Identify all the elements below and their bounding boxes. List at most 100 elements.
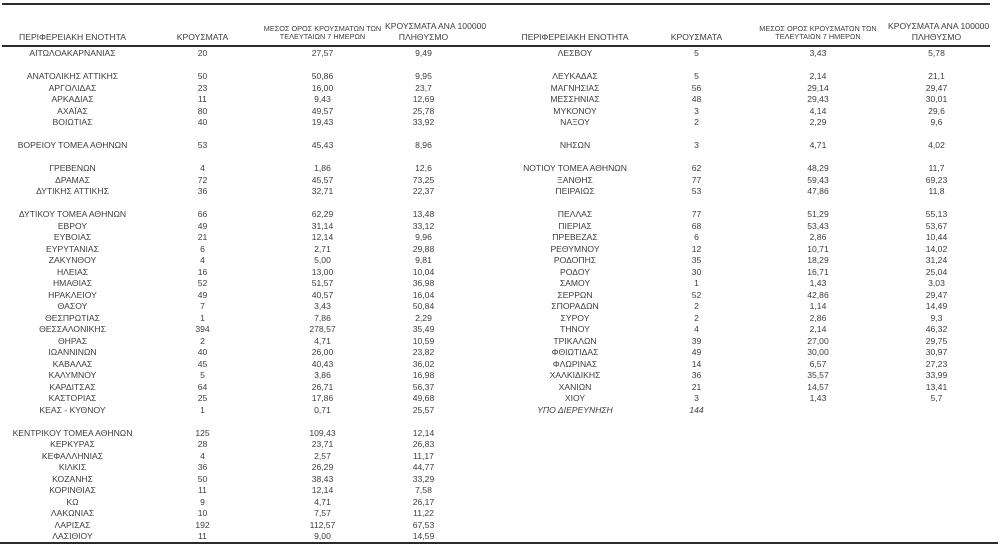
per100k-cell: 30,01: [925, 94, 948, 104]
table-row: ΘΑΣΟΥ 7 3,43 50,84: [0, 301, 462, 313]
spacer-row: [0, 198, 462, 210]
per100k-cell: 35,49: [412, 324, 435, 334]
region-name-cell: ΜΕΣΣΗΝΙΑΣ: [550, 94, 600, 104]
region-name-cell: ΚΑΛΥΜΝΟΥ: [48, 370, 97, 380]
per100k-cell: 13,48: [412, 209, 435, 219]
table-row: ΔΡΑΜΑΣ 72 45,57 73,25: [0, 175, 462, 187]
avg7-cell: 2,29: [809, 117, 827, 127]
cases-cell: 35: [691, 255, 702, 265]
spacer-row: [505, 129, 985, 141]
spacer-row: [505, 60, 985, 72]
cases-cell: 80: [197, 105, 208, 116]
region-name-cell: ΛΕΥΚΑΔΑΣ: [552, 71, 598, 81]
avg7-cell: 3,86: [314, 370, 331, 380]
avg7-cell: 19,43: [311, 117, 334, 127]
region-name-cell: ΡΟΔΟΠΗΣ: [553, 255, 597, 265]
avg7-cell: 40,43: [311, 358, 334, 369]
table-row: ΘΗΡΑΣ 2 4,71 10,59: [0, 336, 462, 348]
per100k-cell: 9,81: [415, 255, 432, 265]
region-name-cell: ΘΕΣΠΡΩΤΙΑΣ: [45, 312, 100, 323]
region-name-cell: [0, 129, 145, 141]
region-name-cell: ΛΑΚΩΝΙΑΣ: [50, 508, 95, 518]
region-name-cell: ΔΥΤΙΚΟΥ ΤΟΜΕΑ ΑΘΗΝΩΝ: [18, 209, 127, 219]
per100k-cell: 25,57: [412, 404, 435, 415]
region-name-cell: ΛΑΣΙΘΙΟΥ: [52, 531, 93, 541]
cases-cell: 9: [200, 496, 205, 507]
region-name-cell: ΜΥΚΟΝΟΥ: [553, 105, 597, 116]
region-name-cell: [0, 416, 145, 428]
table-row: ΜΑΓΝΗΣΙΑΣ 56 29,14 29,47: [505, 83, 985, 95]
cases-cell: 144: [689, 404, 704, 415]
table-row: ΧΑΛΚΙΔΙΚΗΣ 36 35,57 33,99: [505, 370, 985, 382]
table-row: ΑΡΚΑΔΙΑΣ 11 9,43 12,69: [0, 94, 462, 106]
avg7-cell: 4,71: [314, 496, 331, 507]
table-row: ΡΕΘΥΜΝΟΥ 12 10,71 14,02: [505, 244, 985, 256]
cases-cell: [145, 60, 260, 72]
column-header-region: ΠΕΡΙΦΕΡΕΙΑΚΗ ΕΝΟΤΗΤΑ: [521, 31, 629, 42]
avg7-cell: 5,00: [314, 255, 331, 265]
cases-cell: 23: [197, 82, 208, 93]
region-name-cell: ΛΕΣΒΟΥ: [557, 48, 593, 58]
region-name-cell: ΓΡΕΒΕΝΩΝ: [49, 163, 96, 173]
table-row: ΚΩ 9 4,71 26,17: [0, 497, 462, 509]
top-border-line: [2, 3, 990, 5]
per100k-cell: 33,12: [412, 220, 435, 231]
region-name-cell: ΤΗΝΟΥ: [560, 324, 590, 334]
region-name-cell: ΘΗΡΑΣ: [57, 335, 88, 346]
table-row: ΜΥΚΟΝΟΥ 3 4,14 29,6: [505, 106, 985, 118]
table-row: ΣΕΡΡΩΝ 52 42,86 29,47: [505, 290, 985, 302]
table-row: ΗΡΑΚΛΕΙΟΥ 49 40,57 16,04: [0, 290, 462, 302]
table-row: ΠΕΙΡΑΙΩΣ 53 47,86 11,8: [505, 186, 985, 198]
avg7-cell: 35,57: [807, 370, 829, 380]
region-name-cell: ΘΑΣΟΥ: [57, 301, 88, 311]
region-name-cell: ΚΕΦΑΛΛΗΝΙΑΣ: [41, 450, 104, 461]
avg7-cell: 17,86: [311, 393, 334, 403]
table-row: ΑΙΤΩΛΟΑΚΑΡΝΑΝΙΑΣ 20 27,57 9,49: [0, 48, 462, 60]
table-row: ΖΑΚΥΝΘΟΥ 4 5,00 9,81: [0, 255, 462, 267]
cases-cell: 4: [200, 450, 205, 461]
cases-cell: 62: [691, 163, 702, 173]
avg7-cell: 14,57: [807, 381, 829, 392]
cases-cell: 21: [691, 381, 702, 392]
per100k-cell: 49,68: [412, 393, 435, 403]
avg7-cell: [748, 152, 888, 164]
cases-cell: 14: [691, 358, 702, 369]
table-row: ΡΟΔΟΥ 30 16,71 25,04: [505, 267, 985, 279]
per100k-cell: 5,7: [930, 393, 943, 403]
avg7-cell: 26,29: [311, 462, 334, 472]
avg7-cell: 9,00: [314, 531, 331, 541]
cases-cell: [145, 416, 260, 428]
per100k-cell: 2,29: [415, 312, 432, 323]
avg7-cell: 12,14: [311, 232, 334, 242]
per100k-cell: 9,3: [930, 312, 943, 323]
region-name-cell: ΕΥΒΟΙΑΣ: [53, 232, 92, 242]
avg7-cell: 42,86: [807, 289, 829, 300]
per100k-cell: 5,78: [928, 48, 945, 58]
cases-cell: 5: [694, 71, 699, 81]
per100k-cell: [888, 129, 985, 141]
column-header-per100k: ΚΡΟΥΣΜΑΤΑ ΑΝΑ 100000 ΠΛΗΘΥΣΜΟ: [888, 21, 989, 42]
region-name-cell: ΚΑΣΤΟΡΙΑΣ: [48, 393, 97, 403]
per100k-cell: 14,02: [925, 243, 948, 254]
per100k-cell: 10,59: [412, 335, 435, 346]
cases-cell: 36: [691, 370, 702, 380]
avg7-cell: 2,86: [809, 232, 827, 242]
avg7-cell: 2,71: [314, 243, 331, 254]
per100k-cell: 30,97: [925, 347, 948, 357]
region-name-cell: ΔΥΤΙΚΗΣ ΑΤΤΙΚΗΣ: [36, 186, 109, 196]
avg7-cell: 27,00: [807, 335, 829, 346]
cases-cell: 6: [200, 243, 205, 254]
avg7-cell: 2,14: [809, 324, 827, 334]
region-name-cell: ΝΗΣΩΝ: [559, 140, 591, 150]
region-name-cell: ΧΑΛΚΙΔΙΚΗΣ: [549, 370, 601, 380]
per100k-cell: 33,99: [925, 370, 948, 380]
column-header-avg7-line1: ΜΕΣΟΣ ΟΡΟΣ ΚΡΟΥΣΜΑΤΩΝ ΤΩΝ: [759, 23, 877, 33]
avg7-cell: [748, 198, 888, 210]
avg7-cell: [748, 60, 888, 72]
region-name-cell: ΘΕΣΣΑΛΟΝΙΚΗΣ: [39, 324, 106, 334]
avg7-cell: 16,00: [311, 82, 334, 93]
column-header-per100k-line2: ΠΛΗΘΥΣΜΟ: [911, 31, 962, 42]
region-name-cell: [505, 60, 645, 72]
table-row: ΠΙΕΡΙΑΣ 68 53,43 53,67: [505, 221, 985, 233]
cases-cell: 50: [197, 71, 208, 81]
